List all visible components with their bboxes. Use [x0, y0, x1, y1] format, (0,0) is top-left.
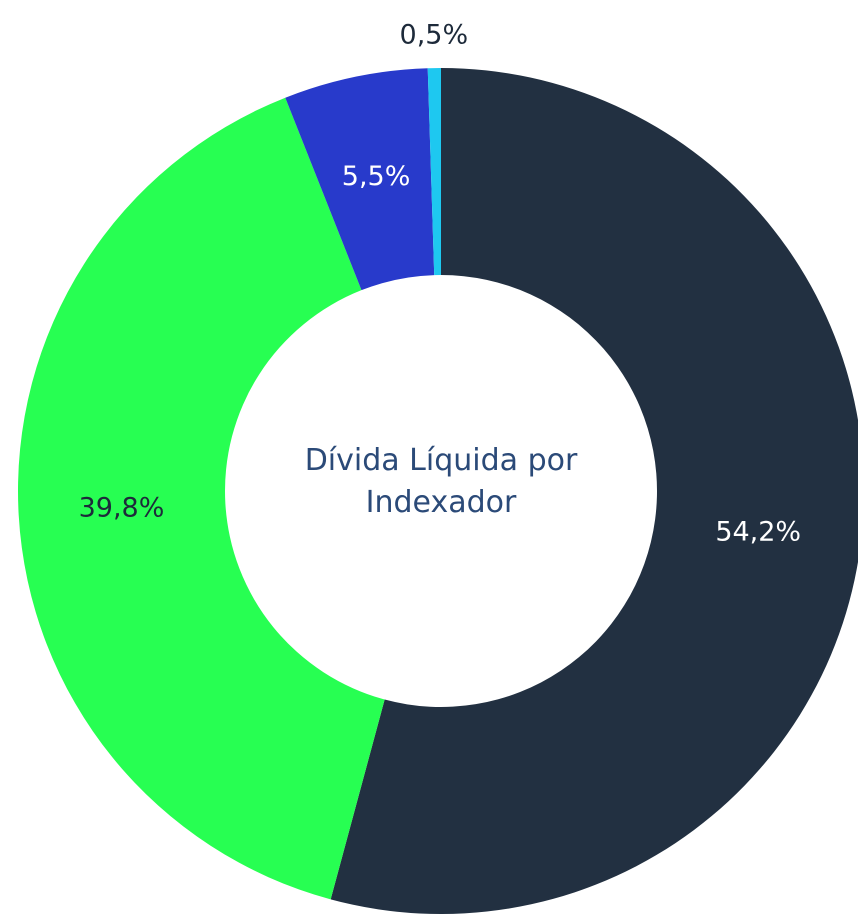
- donut-slice: [17, 97, 385, 900]
- data-label: 54,2%: [715, 517, 801, 548]
- data-label: 0,5%: [400, 20, 469, 51]
- donut-slice: [330, 68, 858, 914]
- donut-slice: [285, 68, 435, 291]
- data-label: 5,5%: [342, 161, 411, 192]
- data-label: 39,8%: [79, 493, 165, 524]
- chart-title: Dívida Líquida por Indexador: [304, 443, 578, 520]
- donut-slice: [427, 68, 441, 276]
